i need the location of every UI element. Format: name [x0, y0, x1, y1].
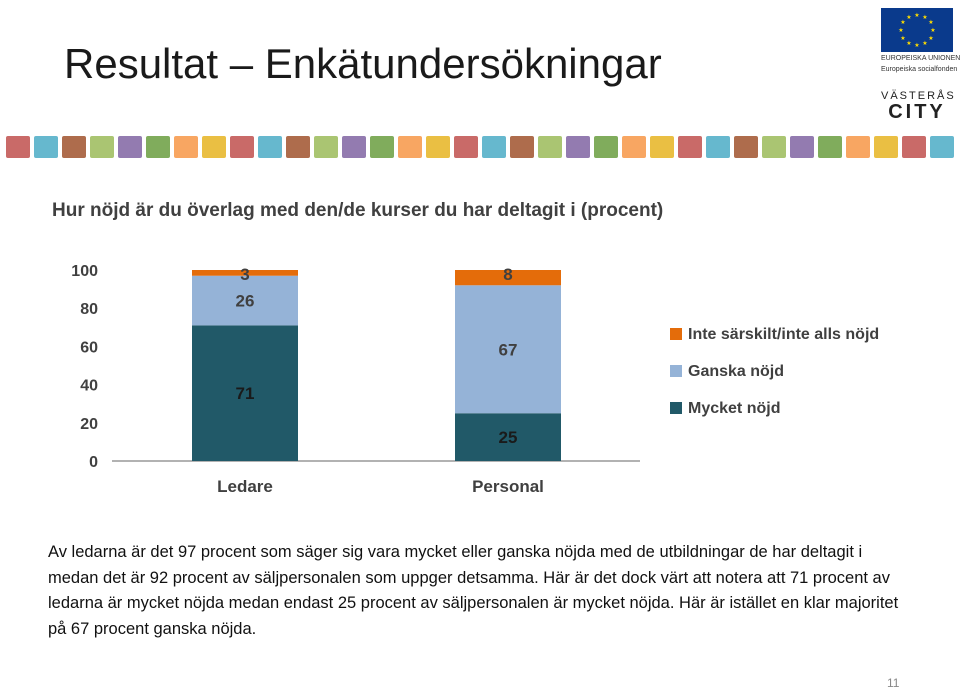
eu-caption-line1: EUROPEISKA UNIONEN: [881, 55, 960, 62]
svg-text:★: ★: [928, 19, 933, 26]
y-tick-label: 40: [80, 378, 98, 395]
eu-flag-icon: ★ ★ ★ ★ ★ ★ ★ ★ ★ ★ ★ ★: [881, 8, 953, 52]
page-title: Resultat – Enkätundersökningar: [64, 40, 662, 87]
decorative-tile: [118, 136, 142, 158]
svg-text:★: ★: [922, 40, 927, 47]
legend-label: Inte särskilt/inte alls nöjd: [688, 326, 879, 343]
decorative-tile: [230, 136, 254, 158]
decorative-tile: [398, 136, 422, 158]
x-category-label: Ledare: [217, 477, 273, 496]
decorative-tile: [818, 136, 842, 158]
bar-segment: [192, 275, 298, 326]
svg-text:★: ★: [900, 35, 905, 42]
data-label: 8: [503, 265, 512, 284]
legend-swatch: [670, 328, 682, 340]
bar-segment: [192, 325, 298, 461]
decorative-tile: [734, 136, 758, 158]
summary-paragraph: Av ledarna är det 97 procent som säger s…: [48, 543, 899, 638]
y-tick-label: 60: [80, 339, 98, 356]
decorative-tile-strip: [6, 136, 954, 158]
decorative-tile: [650, 136, 674, 158]
decorative-tile: [454, 136, 478, 158]
y-tick-label: 80: [80, 301, 98, 318]
data-label: 25: [499, 428, 518, 447]
decorative-tile: [426, 136, 450, 158]
decorative-tile: [566, 136, 590, 158]
stacked-bar-chart: Hur nöjd är du överlag med den/de kurser…: [52, 200, 879, 496]
decorative-tile: [62, 136, 86, 158]
decorative-tile: [342, 136, 366, 158]
decorative-tile: [6, 136, 30, 158]
city-logo-top: VÄSTERÅS: [881, 90, 956, 102]
decorative-tile: [90, 136, 114, 158]
svg-text:★: ★: [922, 14, 927, 21]
decorative-tile: [594, 136, 618, 158]
decorative-tile: [174, 136, 198, 158]
decorative-tile: [202, 136, 226, 158]
decorative-tile: [258, 136, 282, 158]
decorative-tile: [510, 136, 534, 158]
decorative-tile: [846, 136, 870, 158]
legend-swatch: [670, 365, 682, 377]
legend-label: Mycket nöjd: [688, 400, 780, 417]
decorative-tile: [622, 136, 646, 158]
svg-text:★: ★: [898, 27, 903, 34]
decorative-tile: [146, 136, 170, 158]
chart-title: Hur nöjd är du överlag med den/de kurser…: [52, 200, 663, 221]
decorative-tile: [874, 136, 898, 158]
svg-text:★: ★: [900, 19, 905, 26]
legend-label: Ganska nöjd: [688, 363, 784, 380]
svg-text:★: ★: [930, 27, 935, 34]
data-label: 67: [499, 340, 518, 359]
bar-segment: [455, 270, 561, 286]
decorative-tile: [762, 136, 786, 158]
data-label: 3: [240, 265, 249, 284]
eu-logo: ★ ★ ★ ★ ★ ★ ★ ★ ★ ★ ★ ★ EUROPEISKA UNIONEN Europ…: [881, 8, 960, 74]
city-logo-bottom: CITY: [888, 101, 946, 123]
decorative-tile: [370, 136, 394, 158]
vasteras-city-logo: VÄSTERÅS CITY: [881, 90, 956, 124]
y-tick-label: 20: [80, 416, 98, 433]
bar-segment: [455, 413, 561, 461]
bar-segment: [455, 285, 561, 414]
data-label: 71: [236, 384, 255, 403]
decorative-tile: [314, 136, 338, 158]
decorative-tile: [482, 136, 506, 158]
data-label: 26: [236, 292, 255, 311]
page-number: 11: [887, 676, 900, 690]
decorative-tile: [790, 136, 814, 158]
bar-segment: [192, 270, 298, 276]
y-tick-label: 0: [89, 454, 98, 471]
svg-text:★: ★: [906, 14, 911, 21]
svg-text:★: ★: [928, 35, 933, 42]
svg-text:★: ★: [906, 40, 911, 47]
decorative-tile: [678, 136, 702, 158]
decorative-tile: [286, 136, 310, 158]
decorative-tile: [930, 136, 954, 158]
y-tick-label: 100: [71, 263, 98, 280]
decorative-tile: [34, 136, 58, 158]
decorative-tile: [902, 136, 926, 158]
decorative-tile: [706, 136, 730, 158]
x-category-label: Personal: [472, 477, 544, 496]
svg-text:★: ★: [914, 12, 919, 19]
legend-swatch: [670, 402, 682, 414]
eu-caption-line2: Europeiska socialfonden: [881, 66, 958, 73]
svg-text:★: ★: [914, 42, 919, 49]
decorative-tile: [538, 136, 562, 158]
